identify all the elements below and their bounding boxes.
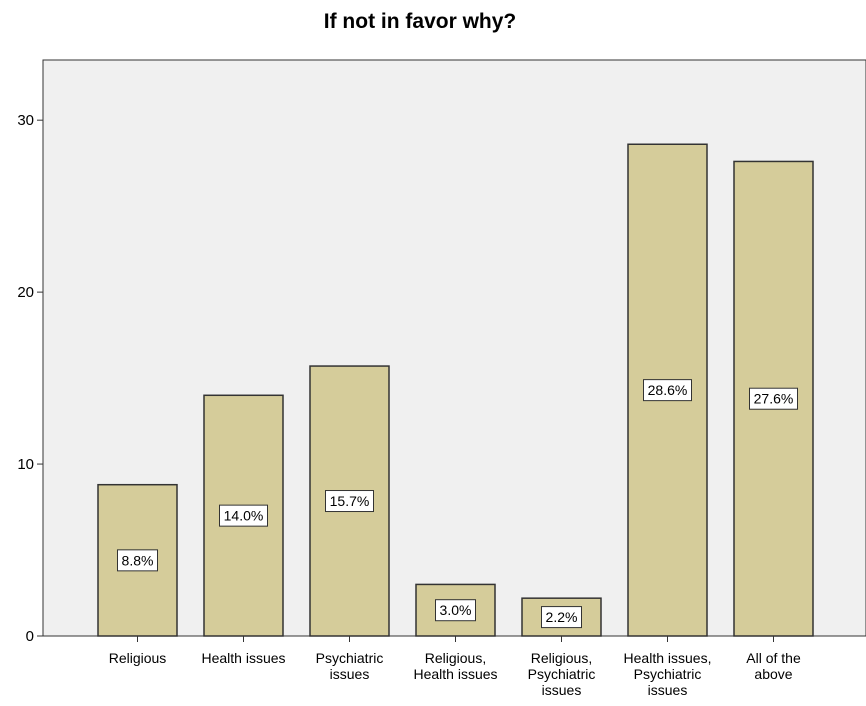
x-tick-label-line: Health issues, bbox=[624, 650, 712, 666]
x-tick-label-line: issues bbox=[330, 666, 370, 682]
data-label-box bbox=[117, 549, 158, 572]
y-axis: 0 10 20 30 bbox=[17, 112, 43, 645]
data-label-box bbox=[749, 387, 798, 410]
data-label: 14.0% bbox=[224, 508, 264, 524]
x-tick-label-line: Religious, bbox=[531, 650, 592, 666]
y-tick-label: 10 bbox=[17, 456, 34, 473]
plot-area bbox=[42, 59, 866, 637]
data-label-box bbox=[643, 379, 692, 402]
data-label-box bbox=[541, 606, 582, 629]
x-tick-label: All of the above bbox=[746, 650, 801, 682]
data-label: 28.6% bbox=[648, 382, 688, 398]
y-tick-label: 20 bbox=[17, 284, 34, 301]
x-axis: Religious Health issues Psychiatric issuesR… bbox=[109, 636, 801, 698]
data-label-box bbox=[325, 490, 374, 513]
y-tick-label: 0 bbox=[26, 628, 34, 645]
x-tick-label-line: Religious, bbox=[425, 650, 486, 666]
x-tick-label-line: issues bbox=[542, 682, 582, 698]
data-label: 8.8% bbox=[122, 552, 154, 568]
x-tick-label-line: Psychiatric bbox=[316, 650, 384, 666]
data-label: 3.0% bbox=[440, 602, 472, 618]
x-tick-label-line: Psychiatric bbox=[528, 666, 596, 682]
x-tick-label-line: Health issues bbox=[413, 666, 497, 682]
data-label: 27.6% bbox=[754, 391, 794, 407]
x-tick-label-line: above bbox=[754, 666, 792, 682]
data-label-box bbox=[435, 599, 476, 622]
x-tick-label-line: Psychiatric bbox=[634, 666, 702, 682]
bar-series: 8.8% 14.0% 15.7% 3.0% 2.2% 28.6% 27.6% bbox=[97, 143, 814, 637]
x-tick-label: Psychiatric issues bbox=[316, 650, 384, 682]
y-tick-label: 30 bbox=[17, 112, 34, 129]
x-tick-label-line: Religious bbox=[109, 650, 167, 666]
x-tick-label: Health issues, Psychiatric issues bbox=[624, 650, 712, 698]
data-label: 2.2% bbox=[546, 609, 578, 625]
data-label: 15.7% bbox=[330, 493, 370, 509]
data-label-box bbox=[219, 504, 268, 527]
x-tick-label: Religious, Health issues bbox=[413, 650, 497, 682]
x-tick-label-line: All of the bbox=[746, 650, 801, 666]
x-tick-label: Religious, Psychiatric issues bbox=[528, 650, 596, 698]
x-tick-label: Religious bbox=[109, 650, 167, 666]
x-tick-label-line: issues bbox=[648, 682, 688, 698]
x-tick-label: Health issues bbox=[201, 650, 285, 666]
x-tick-label-line: Health issues bbox=[201, 650, 285, 666]
chart-title: If not in favor why? bbox=[324, 10, 517, 33]
